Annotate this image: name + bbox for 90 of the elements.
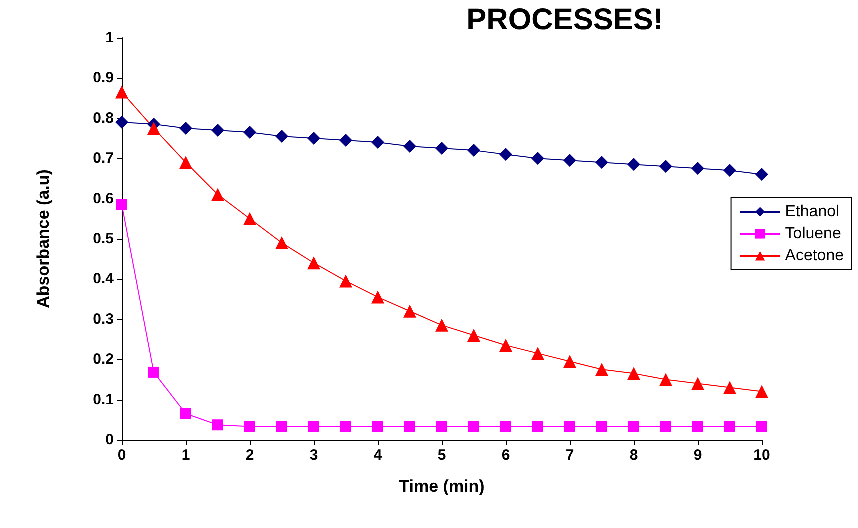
point bbox=[244, 212, 256, 226]
point bbox=[596, 156, 608, 170]
point bbox=[116, 116, 128, 129]
point bbox=[308, 421, 320, 432]
point bbox=[468, 421, 480, 432]
point bbox=[660, 160, 672, 174]
y-tick-label: 0.1 bbox=[93, 391, 114, 408]
point bbox=[116, 86, 128, 99]
x-tick-label: 9 bbox=[694, 447, 702, 464]
point bbox=[436, 421, 448, 432]
y-tick-label: 0.5 bbox=[93, 230, 114, 248]
point bbox=[628, 158, 640, 172]
y-tick-label: 0.2 bbox=[93, 351, 114, 368]
point bbox=[212, 124, 224, 137]
point bbox=[404, 140, 416, 154]
x-tick-label: 5 bbox=[438, 447, 446, 464]
legend-label: Toluene bbox=[785, 226, 842, 242]
point bbox=[660, 373, 672, 386]
point bbox=[180, 156, 192, 170]
y-axis-title: Absorbance (a.u) bbox=[34, 170, 53, 308]
point bbox=[148, 122, 160, 135]
point bbox=[276, 421, 288, 432]
point bbox=[436, 318, 448, 332]
point bbox=[724, 164, 736, 178]
y-tick-label: 0.9 bbox=[93, 70, 114, 87]
point bbox=[564, 421, 576, 432]
y-tick-label: 0.8 bbox=[93, 110, 114, 127]
x-tick-label: 8 bbox=[630, 447, 638, 464]
point bbox=[532, 421, 544, 432]
point bbox=[596, 363, 608, 376]
point bbox=[500, 421, 512, 432]
point bbox=[340, 274, 352, 288]
point bbox=[596, 421, 608, 432]
y-tick-label: 0.7 bbox=[93, 150, 114, 168]
x-axis-title: Time (min) bbox=[399, 477, 485, 496]
x-tick-label: 0 bbox=[118, 447, 126, 464]
point bbox=[532, 152, 544, 166]
point bbox=[660, 421, 672, 432]
point bbox=[372, 421, 384, 432]
point bbox=[116, 199, 128, 210]
x-tick-label: 1 bbox=[182, 447, 190, 464]
point bbox=[756, 385, 768, 398]
point bbox=[212, 188, 224, 202]
point bbox=[308, 256, 320, 270]
point bbox=[340, 421, 352, 432]
point bbox=[340, 134, 352, 148]
point bbox=[180, 408, 192, 420]
point bbox=[244, 421, 256, 432]
point bbox=[404, 421, 416, 432]
point bbox=[500, 148, 512, 162]
point bbox=[564, 154, 576, 168]
y-tick-label: 0.4 bbox=[93, 270, 115, 288]
point bbox=[372, 290, 384, 304]
y-tick-label: 1 bbox=[106, 30, 114, 46]
x-tick-label: 10 bbox=[754, 447, 770, 464]
point bbox=[724, 421, 736, 432]
point bbox=[308, 132, 320, 145]
point bbox=[724, 381, 736, 394]
point bbox=[756, 421, 768, 432]
point bbox=[468, 144, 480, 158]
chart-title: PROCESSES! bbox=[466, 4, 664, 36]
point bbox=[500, 339, 512, 352]
legend-label: Acetone bbox=[785, 248, 844, 264]
point bbox=[276, 236, 288, 250]
point bbox=[212, 420, 224, 431]
point bbox=[404, 304, 416, 318]
point bbox=[276, 130, 288, 143]
point bbox=[244, 126, 256, 139]
y-tick-label: 0 bbox=[106, 432, 114, 448]
x-tick-label: 6 bbox=[502, 447, 510, 464]
point bbox=[468, 328, 480, 342]
point bbox=[628, 367, 640, 380]
x-tick-label: 7 bbox=[566, 447, 574, 464]
point bbox=[532, 347, 544, 360]
x-tick-label: 3 bbox=[310, 447, 318, 464]
y-tick-label: 0.6 bbox=[93, 190, 114, 208]
point bbox=[564, 355, 576, 368]
point bbox=[372, 136, 384, 150]
point bbox=[756, 168, 768, 182]
x-tick-label: 2 bbox=[246, 447, 254, 464]
point bbox=[148, 366, 160, 378]
y-tick-label: 0.3 bbox=[93, 310, 114, 328]
point bbox=[692, 377, 704, 390]
point bbox=[692, 421, 704, 432]
point bbox=[692, 162, 704, 176]
point bbox=[436, 142, 448, 156]
point bbox=[180, 122, 192, 135]
point bbox=[628, 421, 640, 432]
legend-label: Ethanol bbox=[785, 204, 840, 220]
x-tick-label: 4 bbox=[374, 447, 383, 464]
